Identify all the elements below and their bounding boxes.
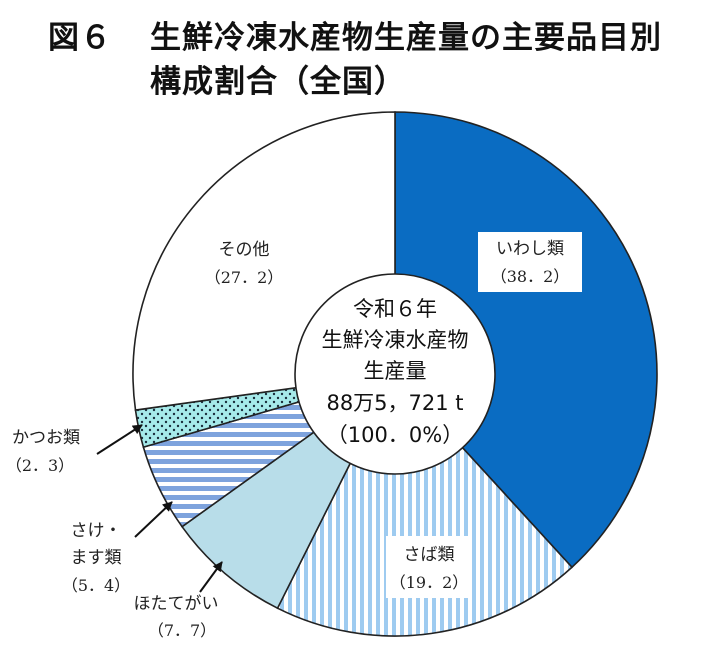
center-total: 88万5，721 t [326, 391, 463, 415]
center-percent: （100．0%） [327, 423, 463, 447]
value-iwashi: （38．2） [491, 267, 570, 286]
value-saba: （19．2） [390, 573, 469, 592]
value-hotate: （7．7） [148, 621, 216, 640]
label-sonota: その他 [219, 240, 270, 260]
title-text: 生鮮冷凍水産物生産量の主要品目別 [150, 20, 662, 56]
label-iwashi: いわし類 [496, 239, 564, 259]
center-product: 生鮮冷凍水産物 [322, 328, 469, 352]
chart-title-line2: 構成割合（全国） [150, 64, 406, 100]
value-katsuo: （2．3） [6, 456, 74, 475]
label-sake-line1: さけ・ [71, 521, 122, 541]
center-year: 令和６年 [353, 297, 437, 321]
arrow-katsuo [96, 424, 143, 455]
slice-0 [394, 111, 658, 569]
label-hotate: ほたてがい [134, 594, 219, 614]
value-sake: （5．4） [62, 576, 130, 595]
label-katsuo: かつお類 [12, 428, 80, 448]
center-metric: 生産量 [364, 359, 427, 383]
saba-label-box [386, 536, 472, 598]
value-sonota: （27．2） [205, 268, 284, 287]
label-sake-line2: ます類 [71, 548, 122, 568]
iwashi-label-box [478, 232, 582, 292]
chart-title-line1: 図６ 生鮮冷凍水産物生産量の主要品目別 [48, 12, 662, 57]
slice-1 [276, 372, 574, 637]
label-saba: さば類 [404, 545, 455, 565]
donut-hole [294, 273, 496, 475]
figure-number: 図６ [48, 20, 112, 56]
arrow-hotate [199, 561, 223, 593]
arrow-sake [134, 501, 173, 538]
